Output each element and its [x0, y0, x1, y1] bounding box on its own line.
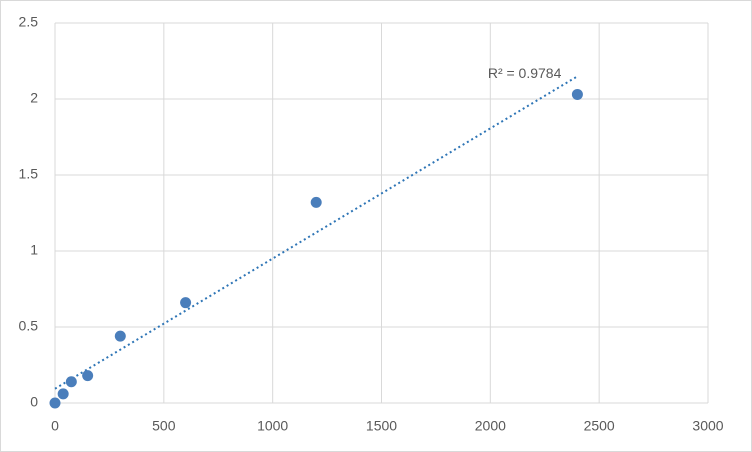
x-tick-label: 2000: [475, 418, 506, 434]
y-tick-label: 2.5: [19, 14, 39, 30]
x-tick-label: 3000: [692, 418, 723, 434]
trendline: [54, 75, 578, 390]
point: [180, 297, 192, 309]
point: [82, 370, 94, 382]
y-tick-label: 0: [30, 394, 38, 410]
x-tick-label: 2500: [584, 418, 615, 434]
point: [65, 376, 77, 388]
y-tick-label: 2: [30, 90, 38, 106]
point: [114, 330, 126, 342]
grid: [54, 22, 709, 404]
x-tick-label: 0: [51, 418, 59, 434]
annotation: R² = 0.9784: [488, 65, 562, 81]
plot: [49, 75, 583, 409]
y-tick-label: 0.5: [19, 318, 39, 334]
x-tick-label: 1500: [366, 418, 397, 434]
x-tick-label: 500: [152, 418, 176, 434]
point: [310, 196, 322, 208]
y-tick-label: 1: [30, 242, 38, 258]
point: [571, 88, 583, 100]
point: [49, 397, 61, 409]
y-tick-label: 1.5: [19, 166, 39, 182]
x-tick-label: 1000: [257, 418, 288, 434]
point: [57, 388, 69, 400]
